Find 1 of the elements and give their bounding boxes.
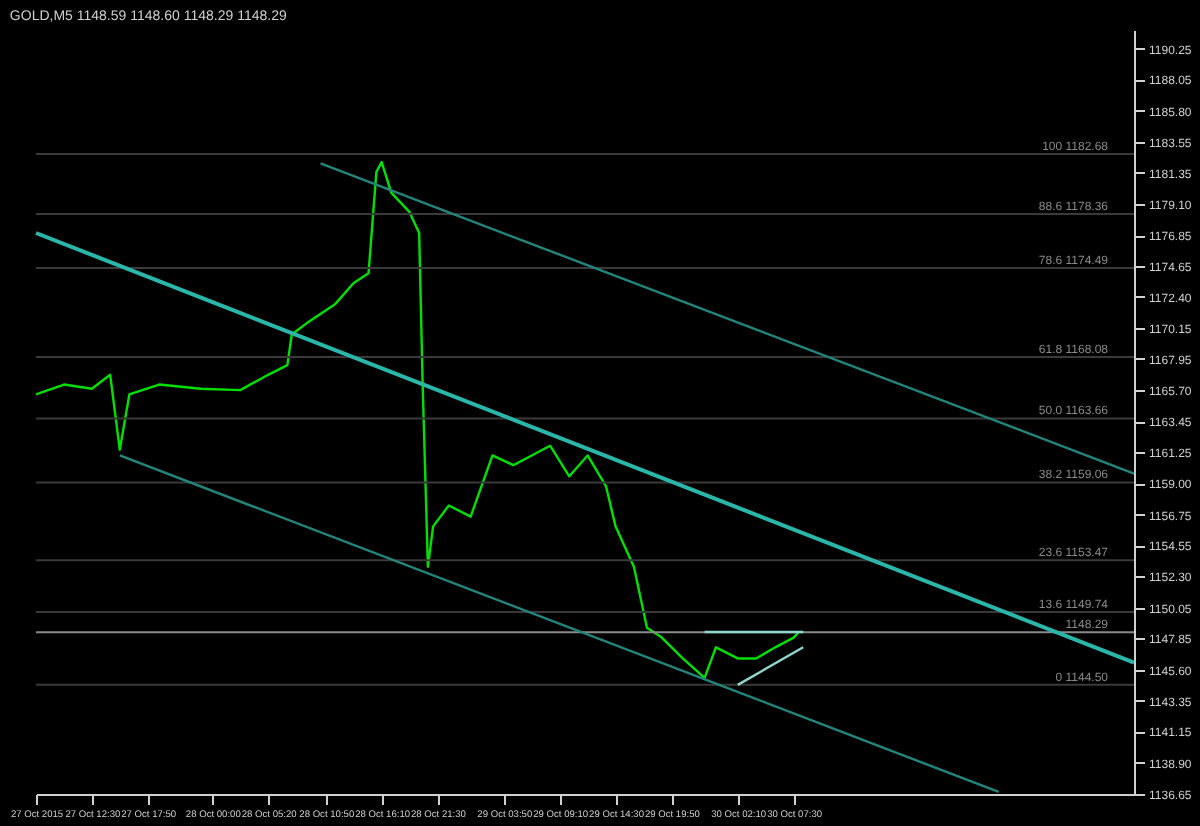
line-series [34,160,801,680]
